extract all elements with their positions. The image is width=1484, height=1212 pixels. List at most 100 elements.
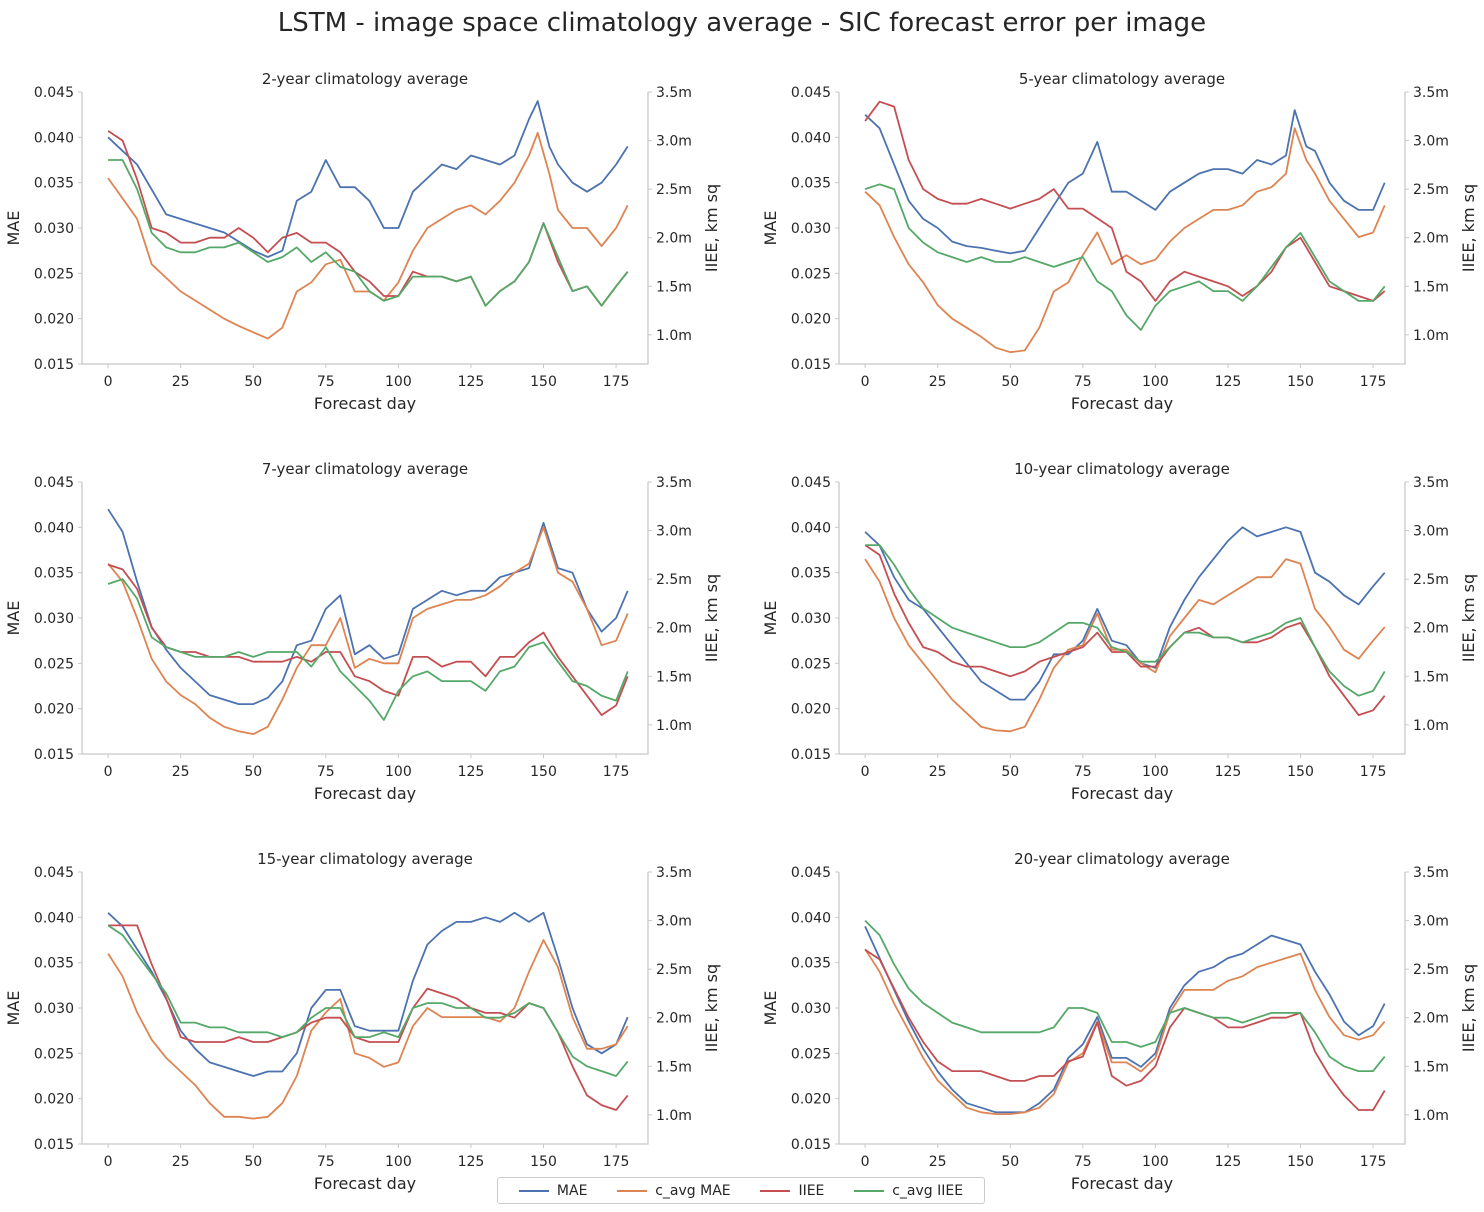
y-tick-label: 0.025 <box>34 656 74 672</box>
y-axis-label: MAE <box>761 991 780 1026</box>
legend-swatch-mae <box>518 1189 549 1192</box>
x-tick-label: 150 <box>530 1154 557 1170</box>
y-tick-label: 0.015 <box>791 747 831 763</box>
y-tick-label: 0.030 <box>34 611 74 627</box>
legend-item-c-avg-iiee: c_avg IIEE <box>854 1183 963 1199</box>
y-tick-label: 0.030 <box>34 221 74 237</box>
y2-axis-label: IIEE, km sq <box>702 184 721 272</box>
x-tick-label: 0 <box>104 764 113 780</box>
y2-tick-label: 3.0m <box>656 524 692 540</box>
y-tick-label: 0.035 <box>34 956 74 972</box>
y2-tick-label: 3.5m <box>1413 475 1449 491</box>
x-tick-label: 0 <box>861 374 870 390</box>
legend: MAE c_avg MAE IIEE c_avg IIEE <box>497 1177 985 1204</box>
x-axis-label: Forecast day <box>314 1174 416 1193</box>
y2-tick-label: 3.0m <box>1413 524 1449 540</box>
axes-spines <box>838 482 1406 755</box>
y-tick-label: 0.035 <box>791 956 831 972</box>
x-tick-label: 100 <box>1142 1154 1169 1170</box>
legend-label: c_avg IIEE <box>892 1182 964 1199</box>
y2-tick-label: 2.5m <box>1413 572 1449 588</box>
y-tick-label: 0.045 <box>34 85 74 101</box>
y-tick-label: 0.020 <box>34 1092 74 1108</box>
y2-tick-label: 1.5m <box>656 669 692 685</box>
series-line-c-avg-iiee <box>107 924 629 1077</box>
x-tick-label: 25 <box>929 374 947 390</box>
x-tick-label: 50 <box>244 374 262 390</box>
y-tick-label: 0.025 <box>34 266 74 282</box>
series-line-mae <box>107 508 629 705</box>
series-line-c-avg-iiee <box>865 544 1386 697</box>
y-tick-label: 0.040 <box>791 130 831 146</box>
y-tick-label: 0.045 <box>34 865 74 881</box>
series-line-iiee <box>864 100 1386 302</box>
y2-tick-label: 2.5m <box>656 182 692 198</box>
y2-tick-label: 2.0m <box>656 621 692 637</box>
y2-axis-label: IIEE, km sq <box>1459 964 1478 1052</box>
y-axis-label: MAE <box>4 601 23 636</box>
axes-spines <box>838 92 1406 365</box>
x-tick-label: 150 <box>1287 374 1314 390</box>
y-tick-label: 0.035 <box>791 176 831 192</box>
y-tick-label: 0.045 <box>34 475 74 491</box>
x-tick-label: 0 <box>104 1154 113 1170</box>
y-tick-label: 0.015 <box>34 357 74 373</box>
series-line-c-avg-iiee <box>107 578 629 721</box>
y-tick-label: 0.025 <box>791 1046 831 1062</box>
y2-tick-label: 1.0m <box>656 1108 692 1124</box>
y-tick-label: 0.045 <box>791 475 831 491</box>
series-line-c-avg-iiee <box>864 919 1386 1072</box>
x-tick-label: 100 <box>385 764 412 780</box>
subplot-5: 15-year climatology average 0 25 50 75 100 125… <box>4 850 721 1193</box>
y-tick-label: 0.020 <box>791 312 831 328</box>
x-tick-label: 25 <box>929 764 947 780</box>
x-tick-label: 125 <box>458 764 485 780</box>
y-tick-label: 0.045 <box>791 865 831 881</box>
y-tick-label: 0.020 <box>791 702 831 718</box>
y-tick-label: 0.020 <box>791 1092 831 1108</box>
x-axis-label: Forecast day <box>1071 1174 1173 1193</box>
y2-tick-label: 3.5m <box>1413 865 1449 881</box>
series-line-mae <box>864 526 1386 701</box>
x-axis-label: Forecast day <box>1071 394 1173 413</box>
x-tick-label: 175 <box>1360 374 1387 390</box>
y2-tick-label: 3.5m <box>1413 85 1449 101</box>
y-tick-label: 0.040 <box>34 520 74 536</box>
series-line-c-avg-mae <box>864 127 1386 354</box>
series-line-mae <box>864 109 1386 255</box>
y-tick-label: 0.015 <box>791 1137 831 1153</box>
legend-swatch-c-avg-iiee <box>854 1189 885 1192</box>
legend-label: IIEE <box>798 1182 825 1199</box>
y2-tick-label: 3.5m <box>656 475 692 491</box>
y2-tick-label: 3.0m <box>656 134 692 150</box>
series-line-c-avg-mae <box>107 526 629 735</box>
y-tick-label: 0.020 <box>34 312 74 328</box>
y-tick-label: 0.035 <box>34 176 74 192</box>
y2-tick-label: 2.5m <box>656 962 692 978</box>
subplot-2: 5-year climatology average 0 25 50 75 100 125 1… <box>761 70 1478 413</box>
x-tick-label: 175 <box>603 374 630 390</box>
x-tick-label: 150 <box>530 374 557 390</box>
x-tick-label: 50 <box>244 1154 262 1170</box>
y-tick-label: 0.035 <box>34 566 74 582</box>
y-tick-label: 0.015 <box>34 1137 74 1153</box>
y2-tick-label: 1.0m <box>656 328 692 344</box>
y-tick-label: 0.025 <box>791 266 831 282</box>
x-tick-label: 25 <box>172 1154 190 1170</box>
x-tick-label: 100 <box>385 1154 412 1170</box>
x-tick-label: 50 <box>1001 374 1019 390</box>
figure-title: LSTM - image space climatology average -… <box>278 8 1206 38</box>
series-line-mae <box>107 100 629 258</box>
series-line-c-avg-mae <box>864 948 1386 1115</box>
y2-tick-label: 3.5m <box>656 865 692 881</box>
x-tick-label: 100 <box>1142 374 1169 390</box>
y2-tick-label: 3.0m <box>656 914 692 930</box>
subplot-3: 7-year climatology average 0 25 50 75 100 125 1… <box>4 460 721 803</box>
series-line-mae <box>864 926 1386 1114</box>
y2-tick-label: 1.5m <box>1413 669 1449 685</box>
y2-tick-label: 1.5m <box>656 279 692 295</box>
legend-label: MAE <box>556 1182 588 1199</box>
x-tick-label: 50 <box>1001 1154 1019 1170</box>
subplot-title: 20-year climatology average <box>1014 850 1230 868</box>
